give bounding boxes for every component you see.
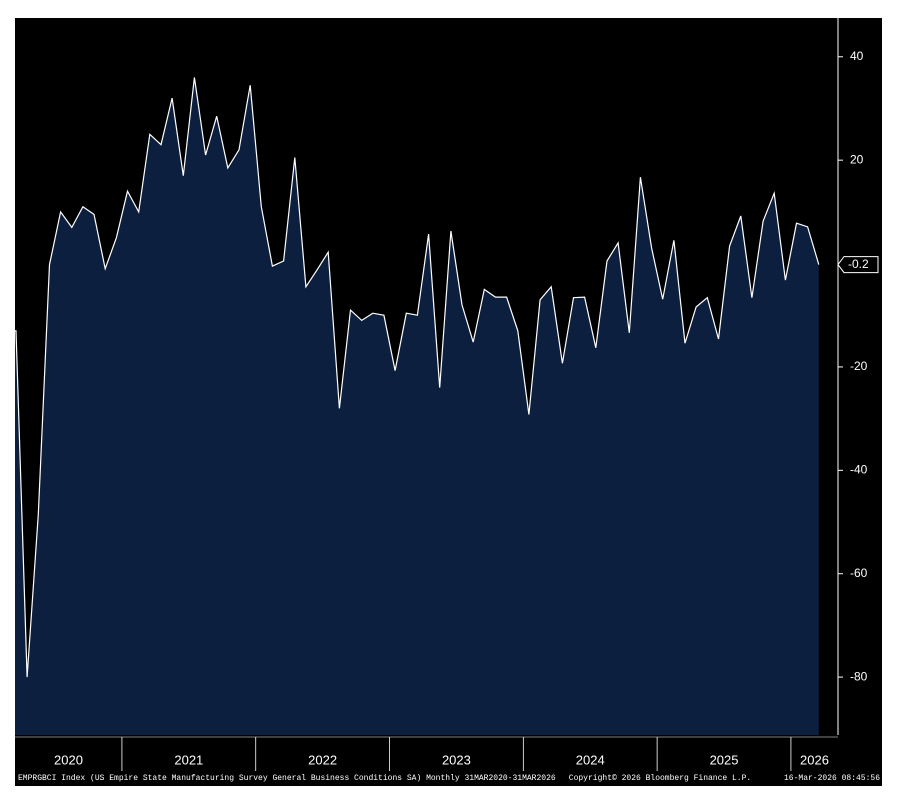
last-value-pointer bbox=[837, 256, 879, 274]
footer-left: EMPRGBCI Index (US Empire State Manufact… bbox=[18, 774, 556, 783]
footer-right: 16-Mar-2026 08:45:56 bbox=[784, 774, 880, 783]
area bbox=[15, 77, 819, 735]
y-tick-label: 40 bbox=[850, 49, 864, 63]
x-tick-label: 2022 bbox=[308, 752, 337, 767]
line bbox=[15, 77, 820, 678]
x-tick-label: 2021 bbox=[174, 752, 203, 767]
footer-center: Copyright© 2026 Bloomberg Finance L.P. bbox=[569, 774, 751, 783]
x-tick-label: 2024 bbox=[576, 752, 605, 767]
y-tick-label: -80 bbox=[850, 669, 868, 683]
x-tick-label: 2023 bbox=[442, 752, 471, 767]
last-value-label: -0.2 bbox=[848, 257, 869, 271]
y-tick-label: 20 bbox=[850, 152, 864, 166]
x-tick-label: 2020 bbox=[54, 752, 83, 767]
x-tick-label: 2025 bbox=[710, 752, 739, 767]
y-tick-label: -40 bbox=[850, 462, 868, 476]
y-tick-label: -20 bbox=[850, 359, 868, 373]
y-tick-label: -60 bbox=[850, 566, 868, 580]
x-tick-label: 2026 bbox=[800, 752, 829, 767]
